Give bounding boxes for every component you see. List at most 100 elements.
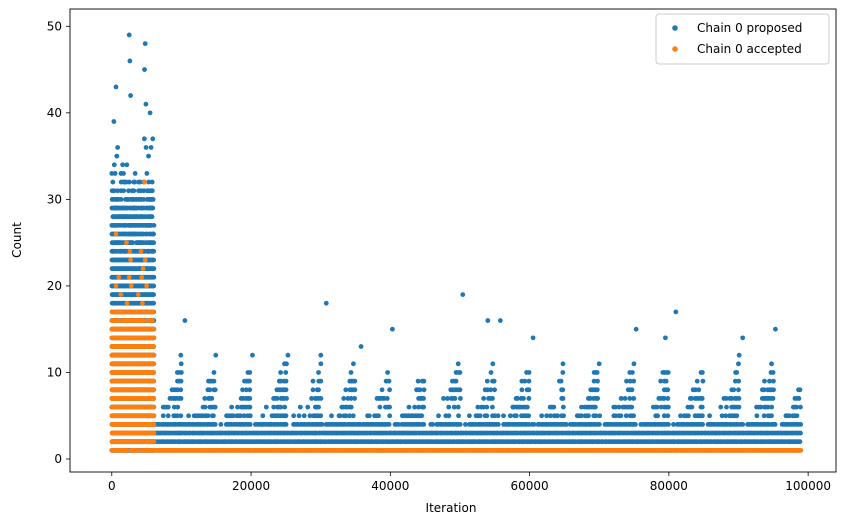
proposed-point bbox=[337, 413, 343, 419]
proposed-point bbox=[390, 326, 395, 332]
proposed-point bbox=[658, 378, 664, 384]
proposed-point bbox=[700, 422, 705, 427]
proposed-point bbox=[481, 396, 487, 401]
proposed-point bbox=[348, 404, 354, 410]
proposed-point bbox=[662, 335, 668, 341]
proposed-point bbox=[771, 378, 776, 384]
proposed-point bbox=[736, 387, 741, 393]
proposed-point bbox=[771, 387, 776, 393]
proposed-point bbox=[112, 171, 118, 176]
proposed-point bbox=[318, 378, 324, 384]
proposed-point bbox=[149, 214, 155, 220]
proposed-point bbox=[151, 292, 156, 297]
proposed-point bbox=[284, 396, 289, 401]
proposed-point bbox=[665, 396, 671, 401]
proposed-point bbox=[230, 413, 236, 419]
proposed-point bbox=[754, 413, 760, 419]
proposed-point bbox=[497, 318, 503, 323]
proposed-point bbox=[526, 413, 532, 419]
proposed-point bbox=[247, 387, 253, 393]
proposed-point bbox=[723, 413, 729, 419]
accepted-point bbox=[151, 335, 157, 341]
proposed-point bbox=[114, 153, 120, 159]
proposed-point bbox=[151, 248, 157, 254]
proposed-point bbox=[352, 396, 357, 401]
proposed-point bbox=[376, 413, 381, 419]
proposed-point bbox=[387, 413, 393, 419]
accepted-point bbox=[151, 387, 156, 393]
proposed-point bbox=[798, 422, 804, 427]
proposed-point bbox=[484, 413, 490, 419]
proposed-point bbox=[110, 179, 116, 185]
proposed-point bbox=[151, 257, 157, 263]
proposed-point bbox=[519, 387, 525, 393]
proposed-point bbox=[596, 361, 602, 367]
proposed-point bbox=[202, 404, 208, 410]
proposed-point bbox=[151, 266, 157, 272]
proposed-point bbox=[126, 179, 132, 185]
proposed-point bbox=[633, 326, 639, 332]
proposed-point bbox=[623, 413, 629, 419]
proposed-point bbox=[661, 413, 667, 419]
proposed-point bbox=[441, 396, 446, 401]
proposed-point bbox=[283, 413, 289, 419]
proposed-point bbox=[283, 378, 289, 384]
proposed-point bbox=[561, 413, 566, 419]
proposed-point bbox=[130, 240, 136, 246]
proposed-point bbox=[213, 352, 219, 358]
proposed-point bbox=[736, 404, 742, 410]
proposed-point bbox=[490, 361, 496, 367]
proposed-point bbox=[455, 361, 461, 367]
proposed-point bbox=[419, 413, 425, 419]
proposed-point bbox=[175, 404, 181, 410]
proposed-point bbox=[141, 196, 147, 202]
proposed-point bbox=[629, 370, 635, 375]
accepted-point bbox=[124, 447, 129, 453]
proposed-point bbox=[699, 370, 705, 375]
proposed-point bbox=[515, 396, 520, 401]
proposed-point bbox=[379, 387, 385, 393]
proposed-point bbox=[484, 378, 490, 384]
proposed-point bbox=[794, 404, 799, 410]
accepted-point bbox=[151, 344, 157, 349]
proposed-point bbox=[211, 413, 216, 419]
proposed-point bbox=[453, 378, 459, 384]
proposed-point bbox=[671, 422, 676, 427]
proposed-point bbox=[436, 413, 441, 419]
proposed-point bbox=[247, 396, 253, 401]
accepted-point bbox=[151, 404, 157, 410]
proposed-point bbox=[665, 387, 671, 393]
proposed-point bbox=[396, 422, 401, 427]
proposed-point bbox=[111, 162, 117, 168]
proposed-point bbox=[283, 387, 289, 393]
proposed-point bbox=[490, 404, 495, 410]
proposed-point bbox=[526, 378, 532, 384]
proposed-point bbox=[240, 387, 245, 393]
proposed-point bbox=[548, 413, 553, 419]
proposed-point bbox=[137, 179, 143, 185]
proposed-point bbox=[495, 422, 501, 427]
proposed-point bbox=[178, 361, 184, 367]
proposed-point bbox=[316, 370, 321, 375]
proposed-point bbox=[689, 396, 695, 401]
proposed-point bbox=[212, 404, 218, 410]
proposed-point bbox=[143, 145, 149, 150]
proposed-point bbox=[678, 413, 683, 419]
proposed-point bbox=[521, 396, 526, 401]
proposed-point bbox=[740, 422, 746, 427]
proposed-point bbox=[665, 370, 671, 375]
proposed-point bbox=[386, 422, 392, 427]
proposed-point bbox=[348, 396, 354, 401]
proposed-point bbox=[798, 430, 803, 436]
proposed-point bbox=[229, 404, 235, 410]
proposed-point bbox=[495, 413, 501, 419]
proposed-point bbox=[318, 396, 324, 401]
accepted-point bbox=[151, 413, 157, 419]
proposed-point bbox=[235, 404, 240, 410]
proposed-point bbox=[115, 188, 121, 194]
proposed-point bbox=[250, 352, 255, 358]
proposed-point bbox=[118, 196, 124, 202]
proposed-point bbox=[761, 387, 767, 393]
proposed-point bbox=[319, 422, 325, 427]
proposed-point bbox=[351, 361, 356, 367]
